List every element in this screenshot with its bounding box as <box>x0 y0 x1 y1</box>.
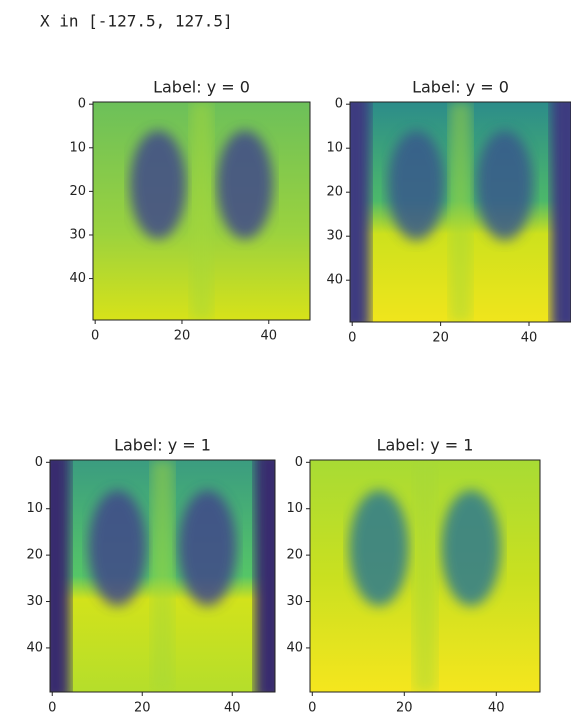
y-tick-label: 20 <box>69 184 86 199</box>
x-tick-label: 20 <box>174 329 191 344</box>
xray-image <box>310 460 540 692</box>
y-tick-label: 20 <box>26 548 43 563</box>
x-tick-label: 40 <box>224 701 241 716</box>
y-tick-label: 20 <box>286 548 303 563</box>
x-tick-label: 40 <box>521 331 538 346</box>
y-tick-label: 30 <box>26 594 43 609</box>
y-tick-label: 20 <box>326 185 343 200</box>
x-tick-label: 20 <box>396 701 413 716</box>
y-tick-label: 40 <box>69 271 86 286</box>
image-edge <box>50 460 70 692</box>
y-tick-label: 0 <box>335 97 343 112</box>
x-tick-label: 0 <box>91 329 99 344</box>
x-tick-label: 20 <box>432 331 449 346</box>
x-tick-label: 0 <box>308 701 316 716</box>
y-tick-label: 30 <box>326 229 343 244</box>
panel-title: Label: y = 1 <box>114 436 211 455</box>
y-tick-label: 40 <box>26 640 43 655</box>
panel-title: Label: y = 0 <box>412 78 509 97</box>
lung <box>178 490 237 607</box>
panel-title: Label: y = 1 <box>377 436 474 455</box>
panel-title: Label: y = 0 <box>153 78 250 97</box>
y-tick-label: 10 <box>69 140 86 155</box>
lung <box>441 490 501 607</box>
axes-frame <box>309 459 541 693</box>
image-edge <box>350 102 370 322</box>
axes-frame <box>92 101 311 321</box>
lung <box>387 130 446 241</box>
y-tick-label: 10 <box>26 501 43 516</box>
y-tick-label: 10 <box>286 501 303 516</box>
x-tick-label: 0 <box>348 331 356 346</box>
spine <box>413 460 437 692</box>
lung <box>129 130 187 240</box>
axes-frame <box>349 101 571 323</box>
y-tick-label: 40 <box>286 640 303 655</box>
y-tick-label: 0 <box>295 455 303 470</box>
x-tick-label: 0 <box>48 701 56 716</box>
image-edge <box>551 102 571 322</box>
axes-frame <box>49 459 276 693</box>
x-tick-label: 40 <box>488 701 505 716</box>
lung <box>349 490 409 607</box>
y-tick-label: 40 <box>326 273 343 288</box>
spine <box>190 102 213 320</box>
xray-image <box>350 102 571 322</box>
image-edge <box>255 460 275 692</box>
xray-image <box>50 460 275 692</box>
header: X in [-127.5, 127.5] <box>40 12 233 31</box>
y-tick-label: 30 <box>69 227 86 242</box>
spine <box>449 102 472 322</box>
lung <box>216 130 274 240</box>
lung <box>475 130 534 241</box>
y-tick-label: 0 <box>35 455 43 470</box>
spine <box>151 460 174 692</box>
y-tick-label: 0 <box>78 97 86 112</box>
xray-image <box>93 102 310 320</box>
x-tick-label: 40 <box>260 329 277 344</box>
lung <box>88 490 147 607</box>
y-tick-label: 10 <box>326 141 343 156</box>
y-tick-label: 30 <box>286 594 303 609</box>
x-tick-label: 20 <box>134 701 151 716</box>
